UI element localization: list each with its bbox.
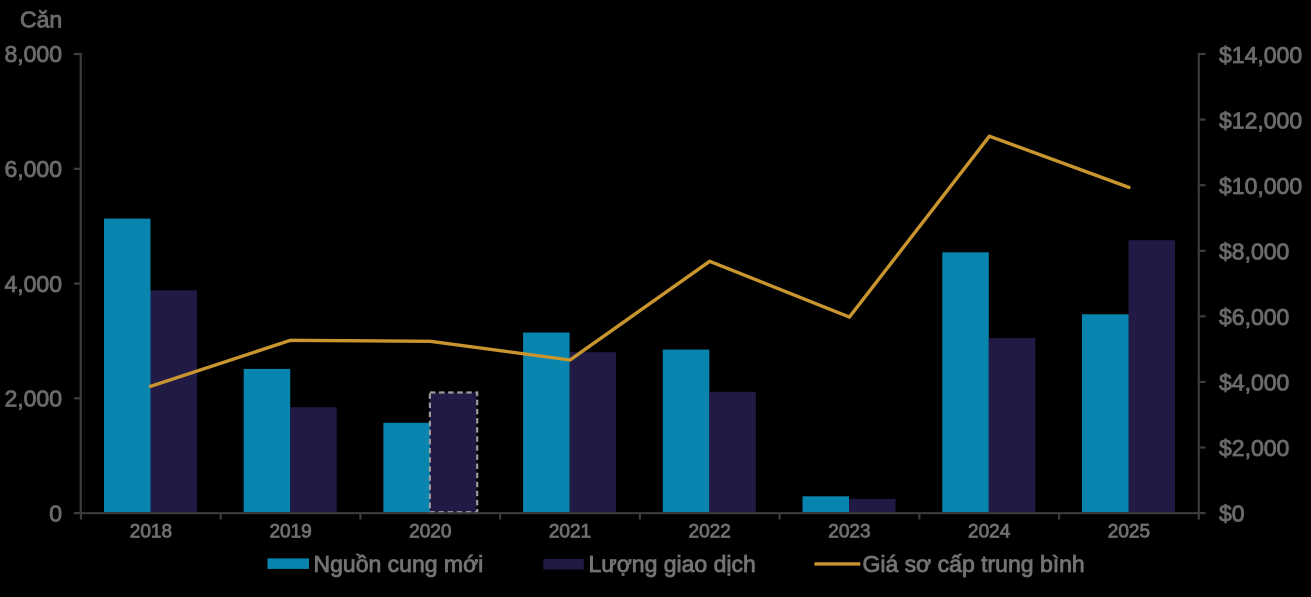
svg-text:2,000: 2,000 xyxy=(4,386,62,412)
svg-text:$0: $0 xyxy=(1219,500,1245,526)
svg-text:4,000: 4,000 xyxy=(4,271,62,297)
svg-text:2018: 2018 xyxy=(130,522,172,543)
svg-text:Nguồn cung mới: Nguồn cung mới xyxy=(314,551,484,577)
svg-text:$2,000: $2,000 xyxy=(1219,435,1289,461)
svg-text:2021: 2021 xyxy=(549,522,591,543)
svg-text:$10,000: $10,000 xyxy=(1219,173,1302,199)
svg-text:$12,000: $12,000 xyxy=(1219,108,1302,134)
svg-text:8,000: 8,000 xyxy=(4,41,62,67)
svg-text:2019: 2019 xyxy=(269,522,311,543)
svg-text:Căn: Căn xyxy=(20,7,62,33)
svg-text:Giá sơ cấp trung bình: Giá sơ cấp trung bình xyxy=(863,551,1085,577)
svg-text:2024: 2024 xyxy=(968,522,1011,543)
svg-text:2022: 2022 xyxy=(689,522,731,543)
svg-text:2025: 2025 xyxy=(1108,522,1150,543)
svg-text:$6,000: $6,000 xyxy=(1219,304,1289,330)
svg-text:6,000: 6,000 xyxy=(4,156,62,182)
svg-text:2023: 2023 xyxy=(828,522,870,543)
svg-text:$8,000: $8,000 xyxy=(1219,239,1289,265)
svg-text:2020: 2020 xyxy=(409,522,451,543)
svg-text:$14,000: $14,000 xyxy=(1219,42,1302,68)
svg-text:$4,000: $4,000 xyxy=(1219,369,1289,395)
svg-text:Lượng giao dịch: Lượng giao dịch xyxy=(589,551,756,577)
svg-text:0: 0 xyxy=(49,500,62,526)
